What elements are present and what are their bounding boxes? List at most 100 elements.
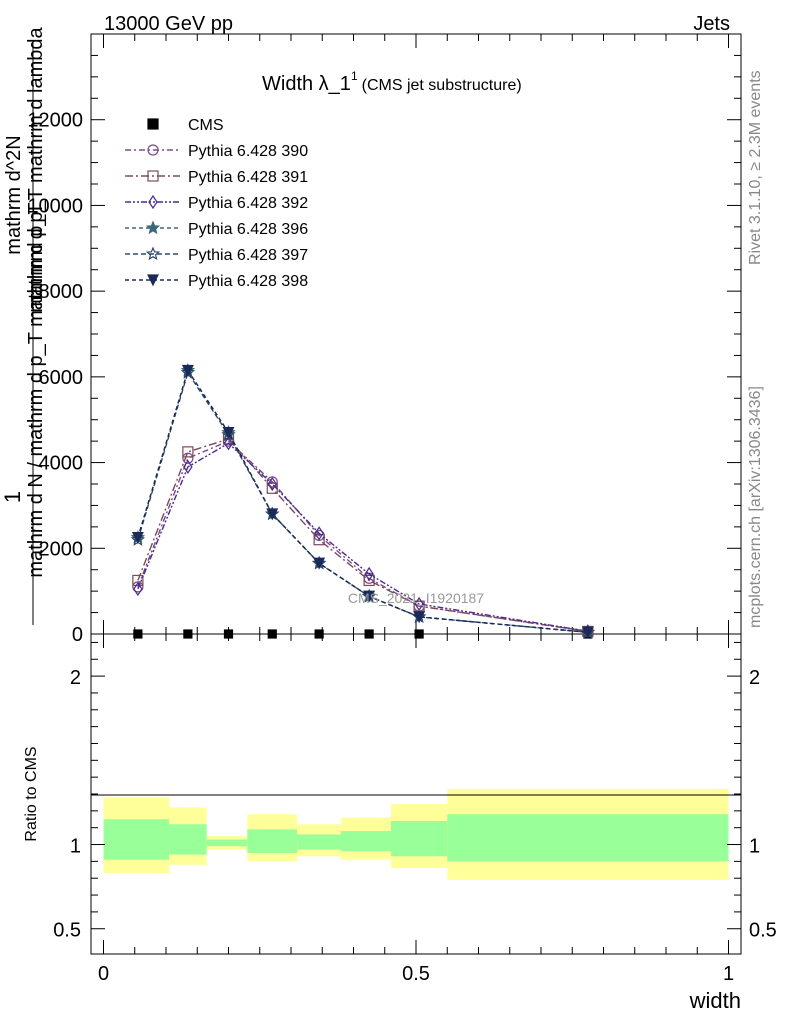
legend: CMS Pythia 6.428 390 Pythia 6.428 391 Pythi… — [125, 117, 308, 290]
ratio-band-inner — [391, 820, 448, 857]
main-series — [130, 362, 596, 639]
ratio-band-inner — [297, 834, 341, 850]
data-point — [266, 476, 278, 488]
data-point — [131, 531, 144, 544]
x-tick-label: 0.5 — [402, 963, 430, 985]
ratio-band-inner — [206, 839, 248, 847]
ylabel-line-2: mathrm d N / mathrm d p_T mathrm d p_T — [25, 202, 47, 577]
y-tick-label: 0 — [72, 624, 83, 646]
data-point — [581, 626, 594, 639]
legend-item: Pythia 6.428 391 — [125, 169, 308, 186]
legend-marker — [148, 194, 158, 210]
series-p398 — [131, 364, 594, 639]
main-y-label: 1 mathrm d N / mathrm d p_T mathrm d p_T… — [0, 26, 47, 577]
series-line — [137, 442, 589, 632]
legend-item: Pythia 6.428 396 — [125, 220, 308, 238]
legend-label: Pythia 6.428 398 — [188, 273, 308, 290]
data-point — [133, 581, 143, 597]
legend-marker — [147, 170, 159, 182]
data-point — [313, 557, 326, 570]
data-point — [132, 574, 144, 587]
main-y-axis: 0 2000 4000 6000 8000 10000 12000 — [27, 54, 741, 646]
legend-label: Pythia 6.428 391 — [188, 169, 308, 186]
y-tick-label: 12000 — [27, 110, 83, 132]
data-point — [364, 566, 374, 582]
ratio-band-inner — [169, 824, 207, 855]
ratio-tick-label-right: 1 — [749, 836, 760, 858]
data-point — [267, 476, 277, 492]
ratio-tick-label: 1 — [70, 836, 81, 858]
series-p391 — [132, 433, 594, 638]
legend-marker — [145, 220, 161, 235]
legend-marker — [145, 246, 161, 261]
data-point — [222, 426, 235, 439]
ratio-band-inner — [103, 819, 170, 860]
ratio-tick-label: 2 — [70, 667, 81, 689]
data-point — [182, 452, 194, 464]
y-tick-label: 10000 — [27, 195, 83, 217]
data-point — [223, 629, 234, 639]
data-point — [363, 590, 376, 603]
legend-label: Pythia 6.428 390 — [188, 143, 308, 160]
legend-label: CMS — [188, 117, 224, 134]
watermark: CMS_2021_I1920187 — [348, 590, 484, 606]
legend-label: Pythia 6.428 392 — [188, 195, 308, 212]
data-point — [364, 629, 374, 639]
ylabel-line-1: 1 — [0, 491, 25, 503]
header-left: 13000 GeV pp — [104, 13, 233, 35]
data-point — [181, 364, 194, 377]
legend-marker — [147, 274, 159, 287]
data-point — [313, 534, 325, 546]
ratio-tick-label: 0.5 — [53, 920, 81, 942]
data-point — [314, 629, 324, 639]
series-p390 — [132, 435, 594, 638]
y-tick-label: 2000 — [39, 538, 84, 560]
legend-item: Pythia 6.428 390 — [125, 143, 308, 160]
data-point — [182, 446, 194, 458]
legend-item: Pythia 6.428 398 — [125, 273, 308, 290]
y-tick-label: 6000 — [39, 367, 84, 389]
legend-marker — [147, 144, 159, 156]
data-point — [314, 526, 324, 541]
data-point — [413, 611, 426, 624]
plot-title: Width λ_11(CMS jet substructure) — [262, 69, 522, 95]
ratio-band-inner — [447, 814, 729, 862]
ylabel-line-4: mathrm d p_T mathrm d lambda — [25, 26, 47, 312]
legend-item: Pythia 6.428 392 — [125, 194, 308, 212]
header-right: Jets — [693, 13, 730, 35]
series-line — [137, 438, 589, 633]
x-tick-label: 0 — [98, 963, 109, 985]
x-axis: 0 0.5 1 — [98, 34, 734, 985]
data-point — [223, 436, 234, 451]
y-tick-label: 4000 — [39, 453, 84, 475]
legend-item: CMS — [147, 117, 224, 134]
ylabel-line-3: mathrm d^2N — [3, 135, 25, 254]
legend-label: Pythia 6.428 396 — [188, 221, 308, 238]
ratio-tick-label-right: 2 — [749, 667, 760, 689]
mcplots-label: mcplots.cern.ch [arXiv:1306.3436] — [747, 386, 764, 628]
data-point — [266, 508, 279, 521]
data-point — [133, 629, 143, 639]
ratio-bands — [103, 788, 729, 880]
y-tick-label: 8000 — [39, 281, 84, 303]
ratio-tick-label-right: 0.5 — [749, 920, 777, 942]
data-point — [414, 629, 424, 639]
series-p392 — [133, 436, 593, 639]
series-line — [137, 368, 588, 633]
data-point — [363, 574, 375, 587]
data-point — [267, 629, 277, 639]
rivet-label: Rivet 3.1.10, ≥ 2.3M events — [747, 70, 764, 265]
x-axis-label: width — [689, 988, 741, 1013]
data-point — [183, 629, 193, 639]
data-point — [132, 581, 144, 593]
series-line — [137, 440, 589, 633]
data-point — [183, 459, 193, 474]
legend-item: Pythia 6.428 397 — [125, 246, 308, 264]
ratio-band-inner — [247, 829, 298, 853]
legend-label: Pythia 6.428 397 — [188, 247, 308, 264]
x-tick-label: 1 — [723, 963, 734, 985]
legend-marker — [147, 118, 159, 130]
ratio-y-label: Ratio to CMS — [23, 746, 40, 841]
ratio-y-axis: 0.5 0.5 1 1 2 2 — [53, 641, 777, 942]
